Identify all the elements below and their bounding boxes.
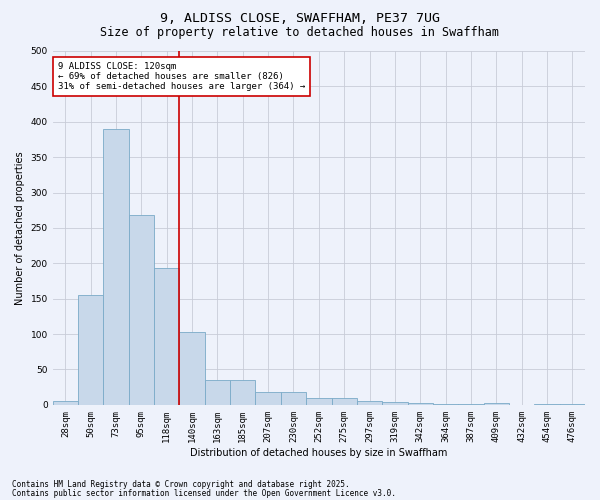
Text: 9 ALDISS CLOSE: 120sqm
← 69% of detached houses are smaller (826)
31% of semi-de: 9 ALDISS CLOSE: 120sqm ← 69% of detached…	[58, 62, 305, 92]
Bar	[103, 129, 129, 405]
Bar	[357, 400, 382, 405]
Bar	[332, 398, 357, 405]
Bar	[382, 402, 407, 405]
Bar	[230, 380, 256, 405]
Bar	[78, 295, 103, 405]
Text: Size of property relative to detached houses in Swaffham: Size of property relative to detached ho…	[101, 26, 499, 39]
Bar	[484, 402, 509, 405]
Text: Contains HM Land Registry data © Crown copyright and database right 2025.: Contains HM Land Registry data © Crown c…	[12, 480, 350, 489]
Bar	[179, 332, 205, 405]
Bar	[281, 392, 306, 405]
Bar	[256, 392, 281, 405]
Y-axis label: Number of detached properties: Number of detached properties	[15, 151, 25, 304]
Bar	[535, 404, 560, 405]
Bar	[154, 268, 179, 405]
Text: Contains public sector information licensed under the Open Government Licence v3: Contains public sector information licen…	[12, 488, 396, 498]
Text: 9, ALDISS CLOSE, SWAFFHAM, PE37 7UG: 9, ALDISS CLOSE, SWAFFHAM, PE37 7UG	[160, 12, 440, 26]
Bar	[458, 404, 484, 405]
Bar	[407, 404, 433, 405]
Bar	[433, 404, 458, 405]
Bar	[306, 398, 332, 405]
Bar	[560, 404, 585, 405]
Bar	[129, 215, 154, 405]
X-axis label: Distribution of detached houses by size in Swaffham: Distribution of detached houses by size …	[190, 448, 448, 458]
Bar	[205, 380, 230, 405]
Bar	[53, 400, 78, 405]
